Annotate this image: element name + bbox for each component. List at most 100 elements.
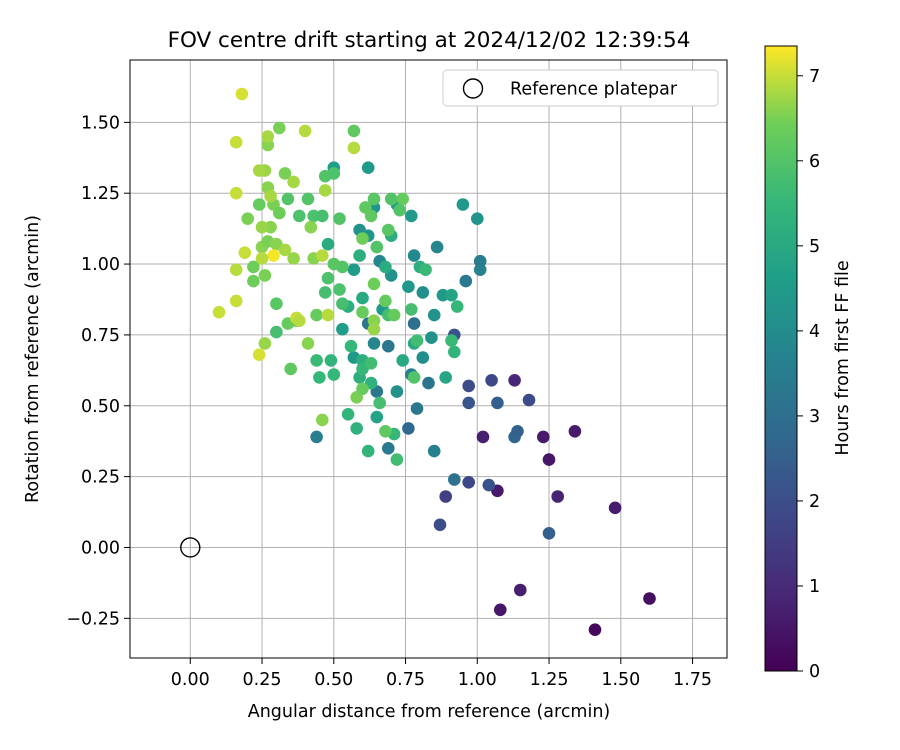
data-point — [356, 305, 369, 319]
data-point — [252, 164, 266, 177]
data-point — [361, 161, 375, 174]
data-point — [238, 246, 252, 259]
data-point — [301, 192, 315, 206]
data-point — [448, 473, 461, 486]
data-point — [367, 277, 381, 291]
data-point — [491, 396, 504, 410]
data-point — [439, 371, 453, 384]
data-point — [278, 167, 292, 180]
x-tick-label: 1.75 — [673, 670, 712, 690]
y-tick-label: 0.00 — [81, 538, 120, 558]
data-point — [321, 308, 335, 322]
chart-title: FOV centre drift starting at 2024/12/02 … — [168, 28, 691, 53]
x-tick-label: 0.50 — [314, 670, 353, 690]
y-tick-label: 0.50 — [81, 397, 120, 417]
data-point — [336, 297, 349, 311]
y-tick-label: 1.50 — [81, 113, 120, 133]
colorbar-tick-label: 6 — [809, 152, 820, 172]
data-point — [255, 220, 269, 234]
colorbar-tick-label: 0 — [809, 662, 820, 682]
data-point — [396, 192, 410, 206]
data-point — [379, 425, 392, 438]
data-point — [402, 422, 415, 435]
y-tick-label: −0.25 — [66, 609, 120, 629]
data-point — [448, 345, 461, 359]
data-point — [439, 490, 453, 503]
data-point — [568, 425, 582, 438]
data-point — [318, 184, 332, 197]
y-axis: −0.25 0.00 0.25 0.50 0.75 1.00 1.25 1.50 — [66, 113, 130, 629]
data-point — [473, 254, 487, 268]
data-point — [281, 192, 295, 206]
data-point — [588, 623, 602, 636]
reference-marker-group — [180, 537, 201, 558]
legend-box — [442, 69, 719, 107]
data-point — [327, 257, 341, 271]
data-point — [258, 337, 272, 350]
data-point — [405, 209, 418, 223]
data-point — [379, 260, 392, 274]
data-point — [382, 223, 395, 237]
data-point — [347, 124, 361, 138]
data-point — [264, 189, 277, 203]
reference-platepar-marker — [180, 537, 201, 558]
data-point — [310, 430, 323, 444]
data-point — [298, 124, 312, 138]
data-point — [278, 243, 292, 257]
data-point — [396, 354, 410, 367]
data-point — [462, 379, 476, 393]
data-point — [252, 348, 266, 362]
colorbar: 0 1 2 3 4 5 6 7 Hours from first FF file — [764, 45, 853, 682]
data-point — [542, 527, 556, 540]
data-point — [433, 518, 447, 532]
colorbar-tick-label: 3 — [809, 407, 820, 427]
data-point — [316, 209, 329, 223]
data-point — [416, 286, 430, 299]
x-axis: 0.00 0.25 0.50 0.75 1.00 1.25 1.50 1.75 — [171, 658, 712, 690]
data-point — [373, 396, 387, 410]
data-point — [407, 249, 421, 262]
legend: Reference platepar — [442, 69, 719, 107]
data-point — [273, 206, 286, 220]
data-point — [402, 280, 415, 294]
y-tick-label: 1.25 — [81, 184, 120, 204]
data-point — [229, 263, 243, 277]
x-tick-label: 1.25 — [530, 670, 569, 690]
data-point — [229, 135, 243, 149]
colorbar-tick-label: 2 — [809, 492, 820, 512]
x-axis-label: Angular distance from reference (arcmin) — [248, 702, 611, 722]
data-point — [247, 274, 260, 288]
data-point — [247, 260, 260, 274]
data-point — [367, 337, 381, 350]
data-point — [333, 283, 346, 296]
data-point — [293, 314, 306, 328]
data-point — [370, 410, 384, 424]
data-point — [316, 413, 329, 427]
colorbar-label: Hours from first FF file — [833, 260, 853, 455]
data-point — [353, 249, 366, 262]
x-tick-label: 1.50 — [601, 670, 640, 690]
data-point — [462, 396, 476, 410]
data-point — [310, 354, 323, 367]
y-tick-label: 1.00 — [81, 255, 120, 275]
x-tick-label: 0.75 — [386, 670, 425, 690]
data-point — [390, 385, 404, 398]
data-point — [235, 87, 249, 101]
data-point — [427, 444, 441, 458]
data-point — [514, 583, 527, 597]
data-point — [393, 203, 407, 217]
y-tick-label: 0.25 — [81, 468, 120, 488]
data-point — [367, 322, 381, 336]
data-point — [450, 300, 464, 313]
data-point — [471, 212, 484, 225]
data-point — [304, 220, 318, 234]
data-point — [430, 240, 444, 254]
data-point — [229, 186, 243, 200]
data-point — [542, 453, 556, 466]
data-point — [364, 357, 378, 370]
data-point — [284, 362, 298, 376]
data-points — [212, 87, 656, 636]
legend-label-reference: Reference platepar — [510, 80, 678, 100]
data-point — [321, 271, 335, 285]
data-point — [350, 422, 364, 435]
